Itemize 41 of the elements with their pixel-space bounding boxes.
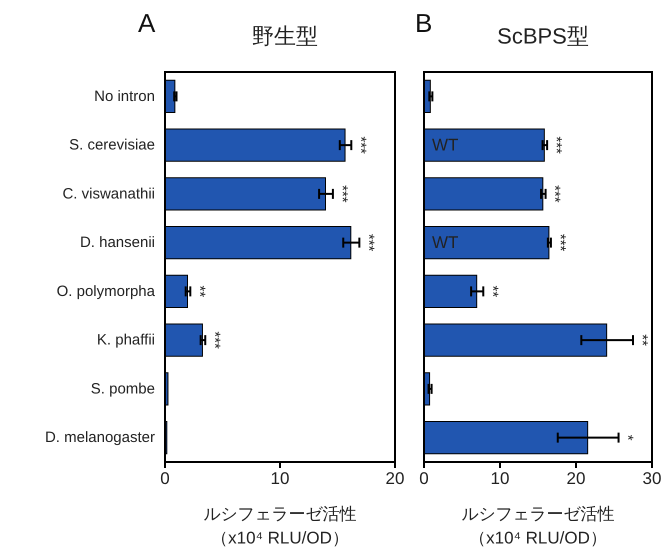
annotation: WT [432, 233, 458, 252]
annotation: *** [546, 185, 564, 203]
annotation: * [619, 434, 636, 441]
annotation: *** [206, 331, 223, 350]
y-tick-label: C. viswanathii [62, 185, 155, 202]
x-tick-label: 20 [386, 469, 404, 488]
annotation: ** [634, 334, 650, 346]
x-axis-title: ルシフェラーゼ活性（x10⁴ RLU/OD） [204, 504, 356, 548]
annotation: *** [333, 185, 350, 203]
bar [165, 80, 176, 113]
y-tick-label: K. phaffii [96, 332, 155, 349]
bar [165, 274, 188, 308]
annotation: WT [432, 136, 458, 155]
y-tick-label: D. hansenii [80, 234, 155, 252]
y-tick-label: S. pombe [90, 380, 155, 398]
annotation: *** [551, 234, 568, 252]
annotation: ** [484, 286, 501, 298]
annotation: *** [352, 136, 369, 154]
chart-title: 野生型 [252, 24, 318, 48]
x-tick-label: 30 [642, 469, 662, 488]
annotation: ** [190, 286, 208, 298]
bar [424, 226, 550, 260]
bar [165, 372, 168, 406]
y-tick-label: S. cerevisiae [69, 136, 155, 154]
x-axis-title: ルシフェラーゼ活性（x10⁴ RLU/OD） [462, 504, 614, 548]
bar [424, 177, 544, 210]
text: A [138, 8, 156, 38]
text: B [415, 8, 432, 38]
y-tick-label: D. melanogaster [44, 429, 155, 446]
x-tick-label: 10 [490, 469, 510, 488]
x-tick-label: 0 [419, 469, 429, 488]
bar [424, 128, 545, 162]
x-tick-label: 20 [566, 469, 586, 488]
y-tick-label: O. polymorpha [56, 282, 156, 300]
x-tick-label: 0 [160, 469, 170, 488]
bar [165, 324, 203, 357]
x-tick-label: 10 [270, 469, 290, 488]
annotation: *** [548, 136, 565, 154]
y-tick-label: No intron [94, 88, 155, 105]
annotation: *** [360, 234, 377, 252]
chart-title: ScBPS型 [497, 24, 589, 48]
